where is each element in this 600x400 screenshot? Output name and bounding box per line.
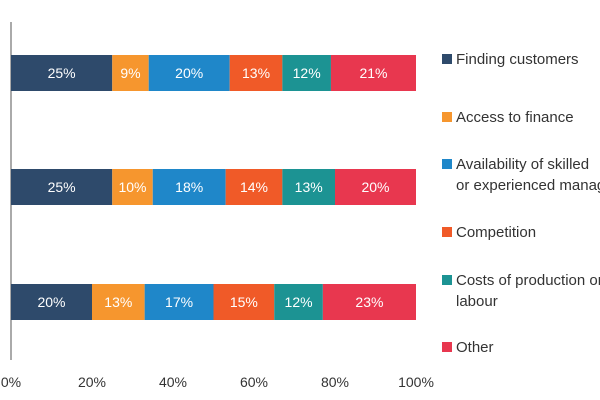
legend-item-2: Access to finance bbox=[442, 109, 574, 126]
bar-segment-1-2 bbox=[112, 55, 149, 91]
data-label-1-6: 21% bbox=[359, 65, 387, 81]
data-label-1-3: 20% bbox=[175, 65, 203, 81]
bar-segment-2-3 bbox=[152, 169, 226, 205]
bar-segment-2-6 bbox=[335, 169, 416, 205]
legend-label-6: Other bbox=[456, 339, 494, 356]
data-label-3-6: 23% bbox=[355, 294, 383, 310]
legend-label-5-line-1: Costs of production or bbox=[456, 272, 600, 289]
x-tick-label-5: 80% bbox=[321, 374, 349, 390]
bar-row-1: 25% 9% 20% 13% 12% 21% bbox=[11, 55, 416, 91]
legend-swatch-6 bbox=[442, 342, 452, 352]
data-label-2-6: 20% bbox=[361, 179, 389, 195]
legend-label-2: Access to finance bbox=[456, 109, 574, 126]
legend-item-4: Competition bbox=[442, 224, 536, 241]
bar-segment-3-1 bbox=[11, 284, 92, 320]
legend-label-5-line-2: labour bbox=[456, 293, 498, 310]
x-tick-label-2: 20% bbox=[78, 374, 106, 390]
x-tick-label-1: 0% bbox=[1, 374, 21, 390]
data-label-1-1: 25% bbox=[48, 65, 76, 81]
bar-segment-1-3 bbox=[148, 55, 230, 91]
data-label-2-3: 18% bbox=[175, 179, 203, 195]
legend-item-5: Costs of production or labour bbox=[442, 272, 600, 310]
bar-segment-2-2 bbox=[112, 169, 153, 205]
x-tick-label-4: 60% bbox=[240, 374, 268, 390]
bar-segment-3-4 bbox=[213, 284, 275, 320]
legend-label-3-line-1: Availability of skilled bbox=[456, 156, 589, 173]
data-label-3-1: 20% bbox=[37, 294, 65, 310]
x-tick-label-3: 40% bbox=[159, 374, 187, 390]
data-label-1-4: 13% bbox=[242, 65, 270, 81]
bar-row-2: 25% 10% 18% 14% 13% 20% bbox=[11, 169, 416, 205]
legend-item-3: Availability of skilled or experienced ma… bbox=[442, 156, 600, 194]
legend-swatch-2 bbox=[442, 112, 452, 122]
bar-segment-3-2 bbox=[92, 284, 145, 320]
bar-row-3: 20% 13% 17% 15% 12% 23% bbox=[11, 284, 416, 320]
legend: Finding customers Access to finance Availa… bbox=[442, 51, 600, 356]
bar-segment-2-5 bbox=[282, 169, 335, 205]
legend-swatch-1 bbox=[442, 54, 452, 64]
bar-segment-1-6 bbox=[330, 55, 416, 91]
bar-segment-3-6 bbox=[322, 284, 416, 320]
legend-item-6: Other bbox=[442, 339, 494, 356]
data-label-1-2: 9% bbox=[120, 65, 140, 81]
bar-segment-3-5 bbox=[274, 284, 323, 320]
bar-segment-3-3 bbox=[144, 284, 214, 320]
bar-segment-1-5 bbox=[282, 55, 331, 91]
data-label-3-2: 13% bbox=[104, 294, 132, 310]
data-label-2-2: 10% bbox=[118, 179, 146, 195]
data-label-2-1: 25% bbox=[48, 179, 76, 195]
data-label-3-4: 15% bbox=[230, 294, 258, 310]
x-axis-ticks: 0% 20% 40% 60% 80% 100% bbox=[1, 374, 434, 390]
bar-segment-1-1 bbox=[11, 55, 113, 91]
data-label-3-5: 12% bbox=[285, 294, 313, 310]
bar-segment-2-4 bbox=[225, 169, 283, 205]
legend-label-1: Finding customers bbox=[456, 51, 579, 68]
legend-item-1: Finding customers bbox=[442, 51, 579, 68]
bar-segment-1-4 bbox=[229, 55, 283, 91]
legend-label-3-line-2: or experienced managers bbox=[456, 177, 600, 194]
legend-swatch-5 bbox=[442, 275, 452, 285]
bar-segment-2-1 bbox=[11, 169, 113, 205]
bars-group: 25% 9% 20% 13% 12% 21% 25% 10% 18% 14% 13% 20% 20% 13… bbox=[11, 55, 416, 320]
legend-swatch-3 bbox=[442, 159, 452, 169]
data-label-1-5: 12% bbox=[293, 65, 321, 81]
data-label-3-3: 17% bbox=[165, 294, 193, 310]
data-label-2-4: 14% bbox=[240, 179, 268, 195]
legend-label-4: Competition bbox=[456, 224, 536, 241]
legend-swatch-4 bbox=[442, 227, 452, 237]
x-tick-label-6: 100% bbox=[398, 374, 434, 390]
data-label-2-5: 13% bbox=[295, 179, 323, 195]
